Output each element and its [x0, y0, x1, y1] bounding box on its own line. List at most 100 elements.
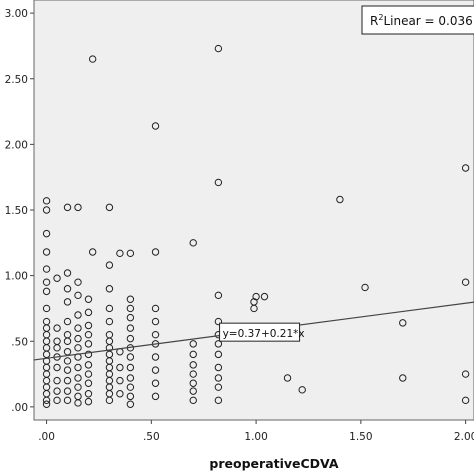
data-point [298, 386, 306, 394]
x-tick-label: 1.00 [244, 431, 267, 443]
x-tick-label: 1.50 [349, 431, 372, 443]
data-point [189, 239, 197, 247]
data-point [126, 363, 135, 372]
data-point [461, 396, 470, 405]
data-point [42, 229, 51, 238]
data-point [214, 350, 223, 359]
data-point [74, 363, 82, 372]
data-point [63, 376, 72, 385]
data-point [74, 383, 82, 391]
data-point [461, 370, 470, 378]
data-point [84, 340, 93, 348]
data-point [105, 261, 114, 269]
y-tick-label: 2.50 [5, 74, 28, 86]
x-tick-label: 2.00 [454, 431, 474, 443]
data-point [74, 344, 82, 352]
data-point [189, 387, 197, 395]
data-point [126, 304, 135, 313]
data-point [42, 400, 51, 408]
data-point [151, 330, 160, 339]
data-point [74, 399, 82, 407]
data-point [260, 292, 269, 301]
data-point [74, 278, 82, 286]
data-point [42, 248, 51, 256]
y-tick-label: 3.00 [5, 8, 28, 20]
data-point [84, 370, 93, 378]
data-point [63, 396, 72, 405]
data-point [151, 248, 160, 256]
x-axis: .00 .50 1.00 1.50 2.00 [38, 420, 474, 443]
data-point [74, 311, 82, 319]
data-point [151, 366, 160, 374]
data-point [126, 383, 135, 391]
data-point [189, 396, 197, 405]
data-point [74, 374, 82, 382]
data-point [63, 285, 72, 293]
y-axis: .00 .50 1.00 1.50 2.00 2.50 3.00 [5, 8, 34, 414]
data-point [105, 317, 114, 326]
data-point [283, 374, 292, 382]
data-point [126, 249, 135, 258]
data-point [126, 324, 135, 332]
data-point [126, 313, 135, 322]
y-tick-label: .50 [11, 336, 28, 348]
data-point [84, 350, 93, 359]
y-tick-label: .00 [11, 402, 28, 414]
data-point [63, 337, 72, 345]
data-point [84, 379, 93, 387]
data-point [116, 376, 124, 385]
data-point [88, 55, 97, 63]
data-point [63, 269, 72, 277]
data-point [63, 387, 72, 395]
data-point [214, 374, 223, 382]
data-point [252, 292, 260, 301]
data-point [214, 340, 223, 348]
data-point [42, 396, 51, 405]
data-point [53, 387, 61, 395]
x-tick-label: .00 [38, 431, 55, 443]
data-point [361, 283, 369, 292]
data-point [105, 304, 114, 313]
y-tick-label: 1.00 [5, 271, 28, 283]
data-point [84, 361, 93, 369]
data-point [105, 285, 114, 293]
data-point [42, 287, 51, 296]
data-point [126, 374, 135, 382]
data-point [63, 348, 72, 356]
data-point [126, 334, 135, 343]
y-tick-label: 2.00 [5, 139, 28, 151]
data-point [116, 249, 124, 258]
fit-equation-label: y=0.37+0.21*x [223, 328, 305, 340]
data-point [53, 344, 61, 352]
data-point [250, 304, 258, 313]
data-point [105, 396, 114, 405]
svg-text:R2Linear = 0.036: R2Linear = 0.036 [370, 13, 473, 28]
data-point [74, 291, 82, 300]
data-point [84, 330, 93, 339]
data-point [42, 265, 51, 273]
plot-area [33, 0, 474, 421]
data-point [84, 390, 93, 398]
data-point [461, 278, 470, 286]
data-point [214, 396, 223, 405]
data-point [74, 203, 82, 212]
data-point [214, 317, 223, 326]
data-point [84, 308, 93, 317]
x-tick-label: .50 [143, 431, 160, 443]
data-point [63, 357, 72, 365]
data-point [116, 363, 124, 372]
data-point [189, 370, 197, 378]
data-point [399, 319, 407, 327]
data-point [151, 392, 160, 401]
data-point [74, 334, 82, 343]
data-point [399, 374, 407, 382]
data-point [42, 206, 51, 214]
data-point [214, 44, 223, 53]
data-point [42, 278, 51, 286]
data-point [116, 390, 124, 398]
data-point [42, 304, 51, 313]
data-point [42, 197, 51, 205]
data-point [53, 376, 61, 385]
fit-equation-annotation: y=0.37+0.21*x [219, 322, 305, 342]
data-point [151, 304, 160, 313]
